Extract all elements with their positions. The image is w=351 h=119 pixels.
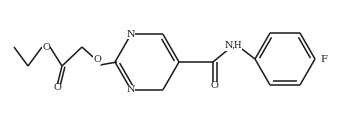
Text: N: N [225,42,233,50]
Text: N: N [228,42,236,52]
Text: F: F [320,55,327,64]
Text: O: O [93,55,101,64]
Text: O: O [210,82,218,91]
Text: N: N [127,85,135,94]
Text: O: O [53,84,61,92]
Text: O: O [42,42,50,52]
Text: N: N [127,30,135,39]
Text: H: H [234,42,241,50]
Text: H: H [234,42,242,52]
